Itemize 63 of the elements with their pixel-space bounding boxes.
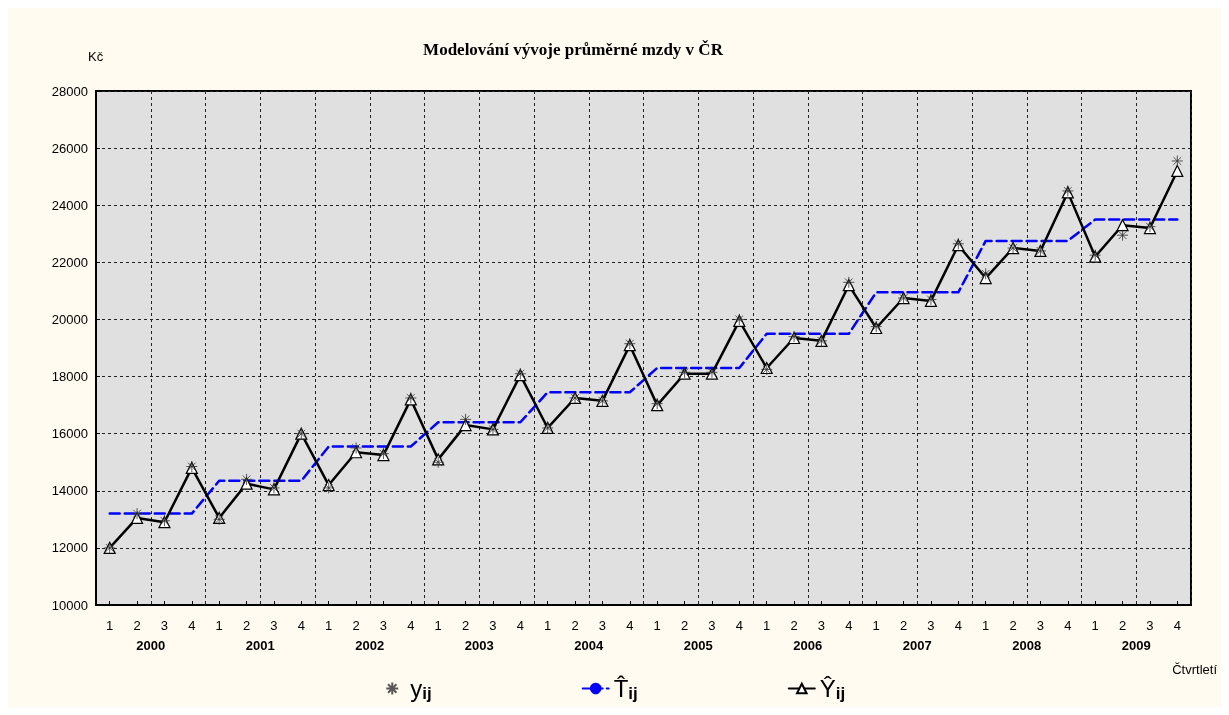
x-tick-label: 2 xyxy=(571,618,579,633)
text: 2000 xyxy=(136,638,166,653)
x-tick-label: 4 xyxy=(626,618,634,633)
x-tick-label: 2 xyxy=(1118,618,1127,633)
x-tick-label: 1 xyxy=(982,618,990,633)
y-tick-label: 26000 xyxy=(51,140,88,156)
x-tick-label: 1 xyxy=(1091,618,1099,633)
x-tick-label: 3 xyxy=(598,618,607,633)
x-tick-label: 3 xyxy=(1036,618,1045,633)
x-tick-label: 4 xyxy=(407,618,415,633)
x-tick-label: 3 xyxy=(489,618,497,633)
y-tick-label: 20000 xyxy=(51,311,88,327)
x-tick-label: 3 xyxy=(1146,618,1154,633)
x-tick-label: 3 xyxy=(379,618,388,633)
x-tick-label: 1 xyxy=(763,618,771,633)
x-tick-label: 4 xyxy=(735,618,743,633)
x-tick-label: 4 xyxy=(954,618,962,633)
text: 2002 xyxy=(355,638,385,653)
x-tick-label: 2 xyxy=(680,618,689,633)
x-tick-label: 3 xyxy=(927,618,935,633)
y-tick-label: 18000 xyxy=(51,369,88,385)
y-tick-label: 24000 xyxy=(51,197,88,213)
x-tick-label: 1 xyxy=(544,618,552,633)
text: 2005 xyxy=(683,638,713,653)
y-tick-label: 22000 xyxy=(51,254,88,270)
x-tick-label: 4 xyxy=(845,618,853,633)
x-tick-label: 3 xyxy=(270,618,278,633)
x-axis-title: Čtvrtletí xyxy=(1172,662,1218,677)
text: 2003 xyxy=(464,638,494,653)
x-tick-label: 3 xyxy=(708,618,716,633)
x-tick-label: 3 xyxy=(160,618,169,633)
x-tick-label: 1 xyxy=(434,618,442,633)
x-tick-label: 2 xyxy=(1009,618,1017,633)
x-tick-label: 2 xyxy=(242,618,251,633)
x-tick-label: 2 xyxy=(899,618,908,633)
x-tick-label: 4 xyxy=(188,618,196,633)
x-tick-label: 4 xyxy=(516,618,524,633)
text: 2001 xyxy=(245,638,275,653)
text: 2007 xyxy=(902,638,932,653)
x-tick-label: 1 xyxy=(872,618,880,633)
x-tick-label: 4 xyxy=(1064,618,1072,633)
y-tick-label: 28000 xyxy=(51,83,88,99)
y-tick-label: 16000 xyxy=(51,426,88,442)
text: 2009 xyxy=(1121,638,1151,653)
x-tick-label: 2 xyxy=(352,618,360,633)
x-tick-label: 1 xyxy=(106,618,114,633)
x-tick-label: 2 xyxy=(133,618,141,633)
x-tick-label: 2 xyxy=(790,618,798,633)
x-tick-label: 2 xyxy=(461,618,470,633)
text: 2008 xyxy=(1012,638,1042,653)
text: 2006 xyxy=(793,638,823,653)
chart-title: Modelování vývoje průměrné mzdy v ČR xyxy=(423,40,724,59)
x-tick-label: 1 xyxy=(653,618,661,633)
text: 2004 xyxy=(574,638,604,653)
y-tick-label: 10000 xyxy=(51,597,88,613)
y-tick-label: 12000 xyxy=(51,540,88,556)
y-tick-label: 14000 xyxy=(51,483,88,499)
x-tick-label: 3 xyxy=(817,618,826,633)
y-axis-title: Kč xyxy=(88,49,104,64)
x-tick-label: 1 xyxy=(215,618,223,633)
x-tick-label: 1 xyxy=(325,618,333,633)
x-tick-label: 4 xyxy=(1173,618,1181,633)
x-tick-label: 4 xyxy=(297,618,305,633)
